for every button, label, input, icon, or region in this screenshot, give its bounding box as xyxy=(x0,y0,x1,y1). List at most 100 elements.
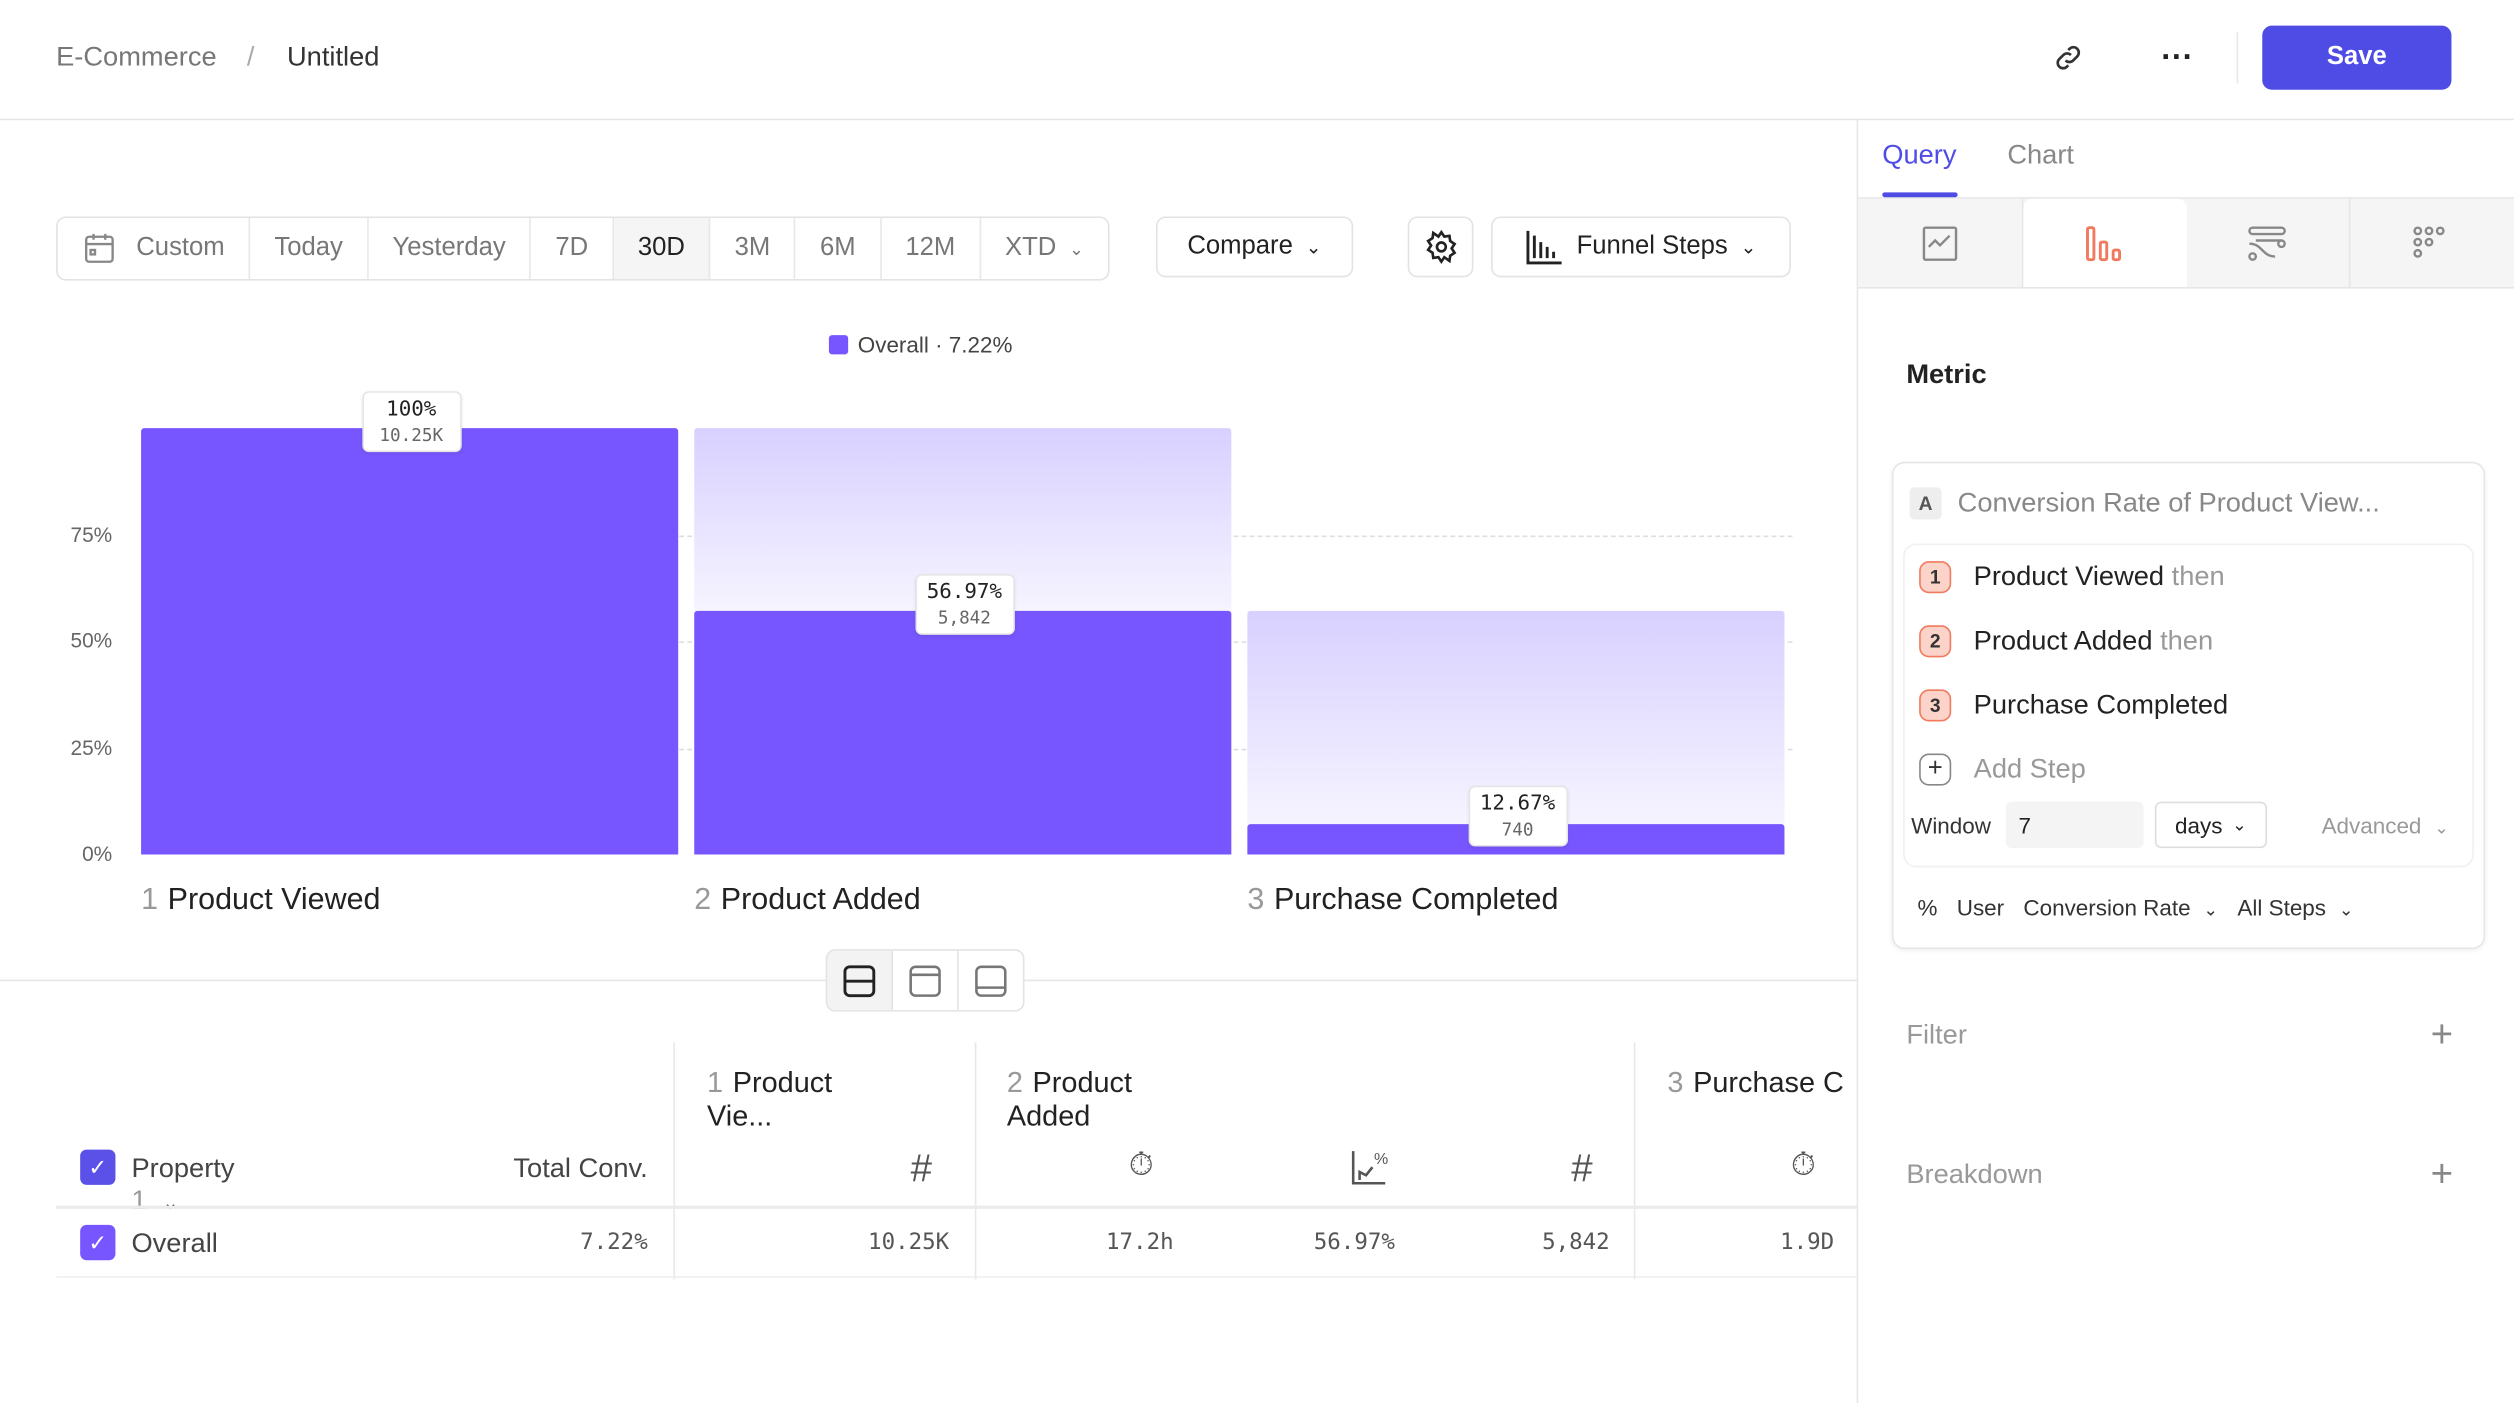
add-step-button[interactable]: + Add Step xyxy=(1919,753,2086,786)
chart-type-dropdown[interactable]: Funnel Steps ⌄ xyxy=(1491,216,1791,278)
tab-chart[interactable]: Chart xyxy=(2007,139,2074,170)
retention-tab[interactable] xyxy=(2351,199,2514,287)
advanced-dropdown[interactable]: Advanced ⌄ xyxy=(2321,812,2450,839)
step-number-badge: 1 xyxy=(1919,561,1952,594)
funnel-step-1[interactable]: 1 Product Viewed then xyxy=(1919,561,2225,594)
svg-text:%: % xyxy=(1374,1150,1388,1168)
y-tick-label: 25% xyxy=(70,735,113,760)
window-input[interactable]: 7 xyxy=(2005,801,2144,849)
legend-swatch xyxy=(828,335,849,355)
legend-label: Overall · 7.22% xyxy=(857,331,1013,358)
percent-icon: % xyxy=(1917,894,1938,921)
breadcrumb-project[interactable]: E-Commerce xyxy=(56,41,217,73)
cell-step2-count: 5,842 xyxy=(1542,1229,1610,1256)
breakdown-label: Breakdown xyxy=(1906,1159,2043,1190)
breadcrumb-title[interactable]: Untitled xyxy=(286,41,380,73)
date-range-custom-label: Custom xyxy=(136,234,225,262)
y-tick-label: 75% xyxy=(70,521,113,546)
funnel-step-2[interactable]: 2 Product Added then xyxy=(1919,625,2213,658)
chevron-down-icon: ⌄ xyxy=(2232,816,2247,836)
compare-dropdown[interactable]: Compare ⌄ xyxy=(1155,216,1354,278)
chevron-down-icon: ⌄ xyxy=(1740,235,1757,259)
cell-step2-time: 17.2h xyxy=(1106,1229,1174,1256)
date-range-3m[interactable]: 3M xyxy=(711,218,796,279)
metric-title: Metric xyxy=(1906,359,1987,390)
cell-step1-count: 10.25K xyxy=(868,1229,950,1256)
data-label-count: 5,842 xyxy=(937,608,991,630)
user-label: User xyxy=(1956,894,2005,921)
date-range-6m[interactable]: 6M xyxy=(796,218,882,279)
header-divider xyxy=(2236,32,2239,84)
cell-step3-time: 1.9D xyxy=(1780,1229,1835,1256)
metric-name[interactable]: Conversion Rate of Product View... xyxy=(1957,487,2380,518)
analysis-type-tabs xyxy=(1858,198,2514,289)
more-icon[interactable]: ··· xyxy=(2161,39,2194,75)
layout-table-button[interactable] xyxy=(959,951,1023,1010)
link-icon[interactable] xyxy=(2046,35,2091,80)
add-filter-icon[interactable]: + xyxy=(2430,1013,2454,1057)
compare-label: Compare xyxy=(1187,232,1293,260)
column-header-step-1: 1 Product Vie... xyxy=(707,1066,833,1132)
date-range-yesterday[interactable]: Yesterday xyxy=(368,218,532,279)
insights-tab[interactable] xyxy=(1858,198,2023,287)
all-steps-dropdown[interactable]: All Steps ⌄ xyxy=(2237,894,2354,921)
count-icon: # xyxy=(1571,1147,1593,1192)
layout-top-icon xyxy=(909,964,941,997)
data-label: 56.97% 5,842 xyxy=(914,574,1015,636)
funnel-chart-icon xyxy=(1527,230,1563,265)
step-number-badge: 2 xyxy=(1919,625,1952,658)
date-range-7d[interactable]: 7D xyxy=(531,218,614,279)
flows-tab[interactable] xyxy=(2186,198,2351,287)
chevron-down-icon: ⌄ xyxy=(2203,901,2219,921)
x-tick-label: 1 Product Viewed xyxy=(141,883,381,918)
save-button[interactable]: Save xyxy=(2262,25,2452,90)
data-label-count: 10.25K xyxy=(379,424,444,446)
date-range-custom[interactable]: Custom xyxy=(58,218,251,279)
date-range-today[interactable]: Today xyxy=(250,218,369,279)
x-tick-label: 3 Purchase Completed xyxy=(1247,883,1559,918)
flows-icon xyxy=(2248,225,2287,261)
data-label: 12.67% 740 xyxy=(1467,785,1568,847)
conversion-rate-dropdown[interactable]: Conversion Rate ⌄ xyxy=(2023,894,2219,921)
settings-button[interactable] xyxy=(1407,216,1474,278)
layout-bottom-icon xyxy=(975,964,1007,997)
y-tick-label: 50% xyxy=(70,628,113,653)
funnels-tab[interactable] xyxy=(2022,198,2187,287)
chevron-down-icon: ⌄ xyxy=(1069,239,1084,259)
chevron-down-icon: ⌄ xyxy=(2338,901,2354,921)
data-label-count: 740 xyxy=(1501,818,1534,840)
data-label: 100% 10.25K xyxy=(361,391,461,453)
row-checkbox[interactable]: ✓ xyxy=(80,1224,116,1261)
top-header: E-Commerce / Untitled ··· Save xyxy=(0,0,2514,121)
window-unit-dropdown[interactable]: days ⌄ xyxy=(2154,801,2268,849)
data-label-percent: 100% xyxy=(386,397,437,422)
add-breakdown-icon[interactable]: + xyxy=(2430,1152,2454,1197)
layout-toggle xyxy=(825,949,1025,1012)
date-range-xtd[interactable]: XTD ⌄ xyxy=(981,218,1108,279)
date-range-selector: Custom Today Yesterday 7D 30D 3M 6M 12M … xyxy=(56,216,1110,281)
funnel-chart: 0% 25% 50% 75% 100% 10.25K 1 Product Viewed 56.9… xyxy=(70,391,1793,918)
total-conv-header: Total Conv. xyxy=(513,1152,648,1184)
layout-split-icon xyxy=(843,964,876,997)
funnel-step-3[interactable]: 3 Purchase Completed xyxy=(1919,689,2228,722)
step-number-badge: 3 xyxy=(1919,689,1952,722)
plus-icon: + xyxy=(1919,753,1952,786)
chart-legend[interactable]: Overall · 7.22% xyxy=(828,331,1013,358)
x-tick-label: 2 Product Added xyxy=(694,883,921,918)
count-icon: # xyxy=(910,1147,933,1192)
layout-chart-button[interactable] xyxy=(893,950,959,1011)
filter-label: Filter xyxy=(1906,1019,1967,1051)
line-chart-icon xyxy=(1922,225,1958,261)
chevron-down-icon: ⌄ xyxy=(2434,819,2450,839)
property-checkbox[interactable]: ✓ xyxy=(80,1149,116,1185)
row-total: 7.22% xyxy=(580,1229,648,1256)
date-range-12m[interactable]: 12M xyxy=(881,218,981,279)
tab-query[interactable]: Query xyxy=(1882,139,1957,170)
layout-split-button[interactable] xyxy=(827,950,894,1011)
conversion-rate-icon: % xyxy=(1350,1148,1388,1194)
query-panel xyxy=(1856,120,2514,1403)
data-label-percent: 12.67% xyxy=(1479,791,1556,816)
window-label: Window xyxy=(1911,812,1991,839)
date-range-30d[interactable]: 30D xyxy=(613,218,711,279)
breadcrumb-separator: / xyxy=(246,41,255,73)
